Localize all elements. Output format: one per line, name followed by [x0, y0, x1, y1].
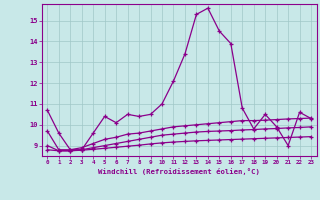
X-axis label: Windchill (Refroidissement éolien,°C): Windchill (Refroidissement éolien,°C) — [98, 168, 260, 175]
